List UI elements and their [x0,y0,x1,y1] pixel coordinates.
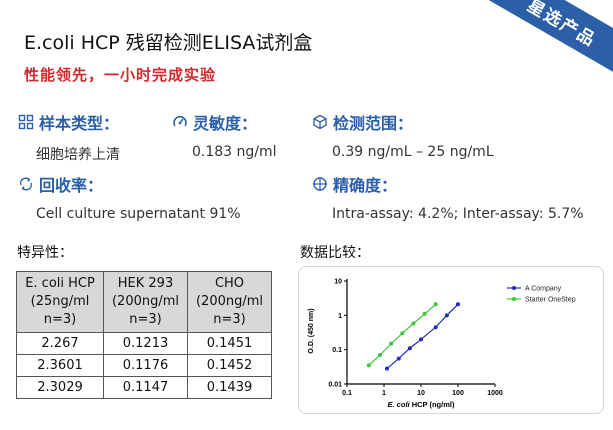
header-hek293: HEK 293 (200ng/ml n=3) [103,271,188,333]
table-row: 2.3601 0.1176 0.1452 [15,354,272,377]
speed-gauge-icon [173,116,187,127]
spec-range: 检测范围： 0.39 ng/mL – 25 ng/mL [312,110,494,160]
data-point [400,331,405,336]
data-point [433,325,438,330]
x-tick-label: 100 [452,390,464,397]
spec-label: 精确度： [333,176,398,195]
header-line: n=3) [129,312,162,327]
table-cell: 2.3601 [15,354,105,377]
x-tick-label: 10 [417,390,425,397]
x-axis-label-rest: HCP (ng/ml) [410,400,455,409]
page-title: E.coli HCP 残留检测ELISA试剂盒 [24,32,313,54]
legend-marker [512,297,516,301]
spec-label: 检测范围： [333,114,414,133]
table-cell: 0.1451 [187,332,272,355]
legend-marker [512,286,516,290]
data-point [444,313,449,318]
comparison-label: 数据比较： [300,245,370,261]
data-point [396,356,401,361]
data-point [384,366,389,371]
header-cho: CHO (200ng/ml n=3) [187,271,272,333]
y-tick-label: 10 [334,279,342,286]
x-tick-label: 0.1 [342,390,352,397]
data-point [422,311,427,316]
header-ecoli: E. coli HCP (25ng/ml n=3) [15,271,105,333]
x-tick-label: 1 [382,390,386,397]
data-point [433,302,438,307]
spec-value: 细胞培养上清 [36,147,120,163]
x-tick-label: 1000 [487,390,503,397]
cube-icon [313,114,327,130]
table-row: 2.267 0.1213 0.1451 [15,332,272,355]
table-row: 2.3029 0.1147 0.1439 [15,376,272,399]
header-line: n=3) [213,312,246,327]
spec-sample-type: 样本类型： 细胞培养上清 [18,110,120,164]
chart-axes [346,279,495,385]
spec-label: 灵敏度： [193,114,258,133]
spec-label: 样本类型： [39,114,120,133]
table-cell: 2.267 [15,332,105,355]
spec-value: Intra-assay: 4.2%; Inter-assay: 5.7% [332,206,584,222]
table-cell: 0.1452 [187,354,272,377]
x-axis-label-italic: E. coli [388,400,411,409]
header-line: E. coli HCP [25,276,95,291]
data-point [389,341,394,346]
table-cell: 0.1213 [103,332,188,355]
specificity-table: E. coli HCP (25ng/ml n=3) HEK 293 (200ng… [15,271,272,399]
target-icon [313,177,327,191]
featured-badge: 星选产品 [477,0,613,82]
spec-label: 回收率： [39,176,104,195]
header-line: n=3) [43,312,77,327]
specificity-label: 特异性： [17,245,73,261]
spec-precision: 精确度： Intra-assay: 4.2%; Inter-assay: 5.7… [312,172,584,222]
data-point [366,363,371,368]
y-tick-label: 0.1 [332,347,342,354]
table-cell: 0.1439 [187,376,272,399]
header-line: (25ng/ml [30,294,90,309]
header-line: HEK 293 [117,276,174,291]
comparison-chart-panel: 0.1 1 10 100 1000 10 1 0.1 0.01 A Company Starter… [298,266,604,414]
spec-value: Cell culture supernatant 91% [36,206,241,222]
data-point [411,321,416,326]
data-point [456,302,460,307]
data-point [407,346,412,351]
header-line: (200ng/ml [111,294,180,309]
table-cell: 0.1147 [103,376,188,399]
spec-sensitivity: 灵敏度： 0.183 ng/ml [172,110,277,160]
spec-value: 0.183 ng/ml [192,144,277,160]
table-cell: 2.3029 [15,376,105,399]
legend-label: Starter OneStep [525,297,576,304]
data-point [419,337,423,342]
spec-recovery: 回收率： Cell culture supernatant 91% [18,172,241,222]
table-cell: 0.1176 [103,354,188,377]
table-header-row: E. coli HCP (25ng/ml n=3) HEK 293 (200ng… [15,271,272,333]
header-line: (200ng/ml [195,294,264,309]
x-axis-label: E. coli HCP (ng/ml) [388,400,455,409]
y-tick-label: 1 [338,313,342,320]
recycle-icon [19,177,33,191]
header-line: CHO [214,276,245,291]
legend-label: A Company [525,286,562,293]
page-subtitle: 性能领先，一小时完成实验 [24,66,217,84]
data-point [378,352,383,357]
grid-icon [18,114,34,130]
spec-value: 0.39 ng/mL – 25 ng/mL [332,144,494,160]
y-tick-label: 0.01 [328,382,342,389]
y-axis-label: O.D. (450 nm) [308,308,315,353]
